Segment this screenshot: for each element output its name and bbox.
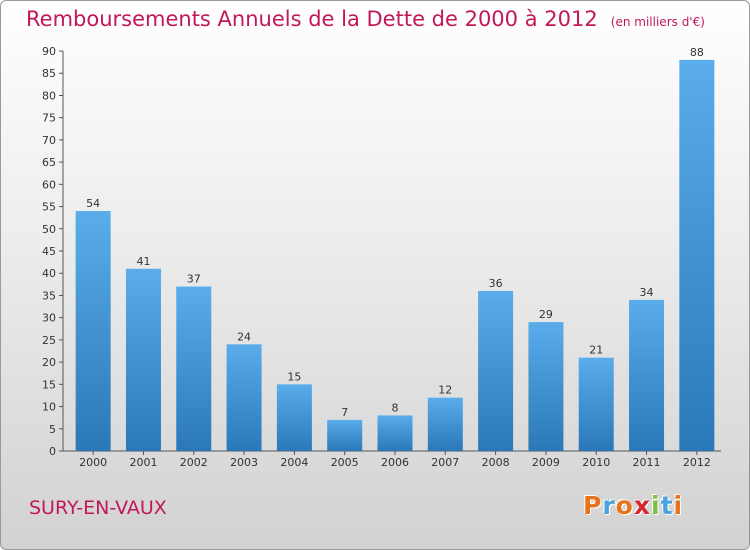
y-tick-label: 20 (42, 356, 56, 369)
x-tick-label: 2009 (532, 456, 560, 469)
chart-unit-note: (en milliers d'€) (610, 15, 705, 29)
bar-value-label: 7 (341, 406, 348, 419)
x-tick-label: 2010 (582, 456, 610, 469)
proxiti-logo: Proxiti (583, 491, 683, 520)
x-tick-label: 2006 (381, 456, 409, 469)
bar-value-label: 36 (489, 277, 503, 290)
chart-title: Remboursements Annuels de la Dette de 20… (26, 7, 705, 31)
bar-value-label: 29 (539, 308, 553, 321)
y-tick-label: 70 (42, 134, 56, 147)
logo-letter: o (615, 491, 634, 520)
bar (679, 59, 715, 452)
x-tick-label: 2001 (129, 456, 157, 469)
x-tick-label: 2011 (633, 456, 661, 469)
y-tick-label: 65 (42, 156, 56, 169)
bar-value-label: 24 (237, 330, 251, 343)
x-tick-label: 2002 (180, 456, 208, 469)
bar (578, 357, 614, 451)
y-tick-label: 50 (42, 223, 56, 236)
x-tick-label: 2012 (683, 456, 711, 469)
y-tick-label: 80 (42, 89, 56, 102)
chart-title-text: Remboursements Annuels de la Dette de 20… (26, 7, 598, 31)
y-tick-label: 90 (42, 45, 56, 58)
bar-value-label: 15 (287, 370, 301, 383)
bar (478, 291, 514, 451)
x-tick-label: 2007 (431, 456, 459, 469)
logo-letter: r (602, 491, 616, 520)
y-tick-label: 30 (42, 312, 56, 325)
logo-letter: P (583, 491, 603, 520)
x-tick-label: 2000 (79, 456, 107, 469)
logo-letter: i (651, 491, 661, 520)
x-tick-label: 2004 (280, 456, 308, 469)
bar (75, 211, 111, 451)
y-tick-label: 0 (49, 445, 56, 458)
x-tick-label: 2008 (482, 456, 510, 469)
y-tick-label: 35 (42, 289, 56, 302)
bar-value-label: 21 (589, 344, 603, 357)
bar-value-label: 12 (438, 384, 452, 397)
bar (427, 397, 463, 451)
y-tick-label: 60 (42, 178, 56, 191)
bar-value-label: 34 (640, 286, 654, 299)
y-tick-label: 40 (42, 267, 56, 280)
x-tick-label: 2003 (230, 456, 258, 469)
bar (276, 384, 312, 451)
bar (528, 322, 564, 451)
bar (377, 415, 413, 451)
bar (629, 299, 665, 451)
y-tick-label: 55 (42, 201, 56, 214)
bar-value-label: 41 (136, 255, 150, 268)
bar-value-label: 88 (690, 46, 704, 59)
logo-letter: x (633, 491, 651, 520)
bar-value-label: 8 (392, 401, 399, 414)
x-tick-label: 2005 (331, 456, 359, 469)
bar (176, 286, 212, 451)
bar (327, 419, 363, 451)
y-tick-label: 85 (42, 67, 56, 80)
y-tick-label: 75 (42, 112, 56, 125)
bar-value-label: 54 (86, 197, 100, 210)
y-tick-label: 45 (42, 245, 56, 258)
y-tick-label: 25 (42, 334, 56, 347)
y-tick-label: 10 (42, 401, 56, 414)
bar (125, 268, 161, 451)
logo-letter: i (673, 491, 684, 520)
y-tick-label: 5 (49, 423, 56, 436)
bar (226, 344, 262, 451)
y-tick-label: 15 (42, 378, 56, 391)
logo-letter: t (660, 491, 674, 520)
commune-name: SURY-EN-VAUX (29, 497, 167, 519)
bar-value-label: 37 (187, 273, 201, 286)
